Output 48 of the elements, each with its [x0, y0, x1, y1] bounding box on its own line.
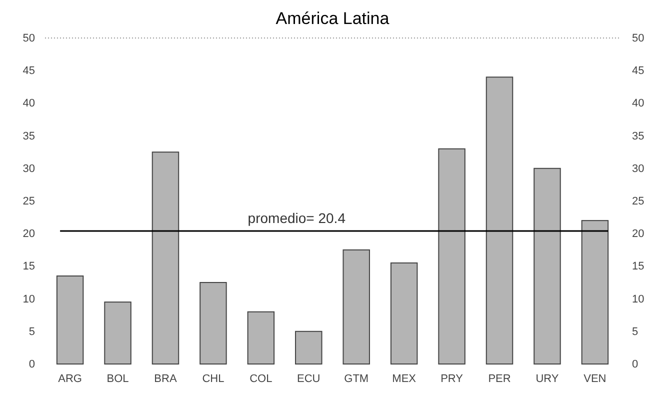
ref-line-label: promedio= 20.4	[248, 210, 346, 226]
y2-tick-label: 0	[632, 358, 638, 371]
y-tick-label: 30	[22, 162, 35, 175]
y2-tick-label: 25	[632, 196, 644, 208]
x-tick-label: URY	[536, 372, 560, 385]
x-tick-label: COL	[250, 372, 272, 385]
y-tick-label: 40	[22, 98, 35, 110]
x-tick-label: BRA	[154, 372, 178, 385]
y-tick-label: 20	[22, 228, 35, 240]
y-tick-label: 45	[22, 65, 35, 78]
y-tick-label: 5	[28, 326, 35, 338]
bar	[247, 311, 275, 364]
bar	[534, 168, 561, 364]
y-tick-label: 10	[22, 293, 35, 306]
x-tick-label: MEX	[392, 372, 417, 385]
y-tick-label: 15	[22, 260, 35, 273]
bar	[390, 262, 418, 364]
bar	[438, 148, 466, 364]
x-tick-label: BOL	[106, 372, 129, 385]
bar	[342, 249, 370, 364]
bar	[104, 302, 132, 364]
bar	[486, 76, 514, 364]
y-tick-label: 35	[22, 130, 35, 142]
y-tick-label: 25	[22, 196, 35, 208]
y2-tick-label: 40	[632, 98, 644, 110]
y2-tick-label: 35	[632, 130, 644, 142]
x-tick-label: VEN	[584, 372, 606, 385]
y-tick-label: 0	[28, 358, 35, 371]
y2-tick-label: 50	[632, 32, 644, 45]
bar	[200, 282, 227, 364]
y2-tick-label: 15	[632, 260, 644, 273]
bar	[295, 330, 322, 364]
bar	[152, 152, 180, 364]
x-tick-label: ARG	[58, 372, 82, 385]
y2-tick-label: 20	[632, 228, 644, 240]
x-tick-label: GTM	[344, 372, 369, 385]
bar	[581, 220, 609, 364]
bar	[56, 275, 84, 364]
y2-tick-label: 5	[632, 326, 638, 338]
x-tick-label: PER	[488, 372, 511, 385]
x-tick-label: PRY	[440, 372, 464, 385]
y-tick-label: 50	[22, 32, 35, 45]
y2-tick-label: 30	[632, 162, 644, 175]
x-tick-label: CHL	[202, 372, 224, 385]
y2-tick-label: 10	[632, 293, 644, 306]
chart-title: América Latina	[276, 9, 390, 28]
x-tick-label: ECU	[297, 372, 320, 385]
y2-tick-label: 45	[632, 65, 644, 78]
